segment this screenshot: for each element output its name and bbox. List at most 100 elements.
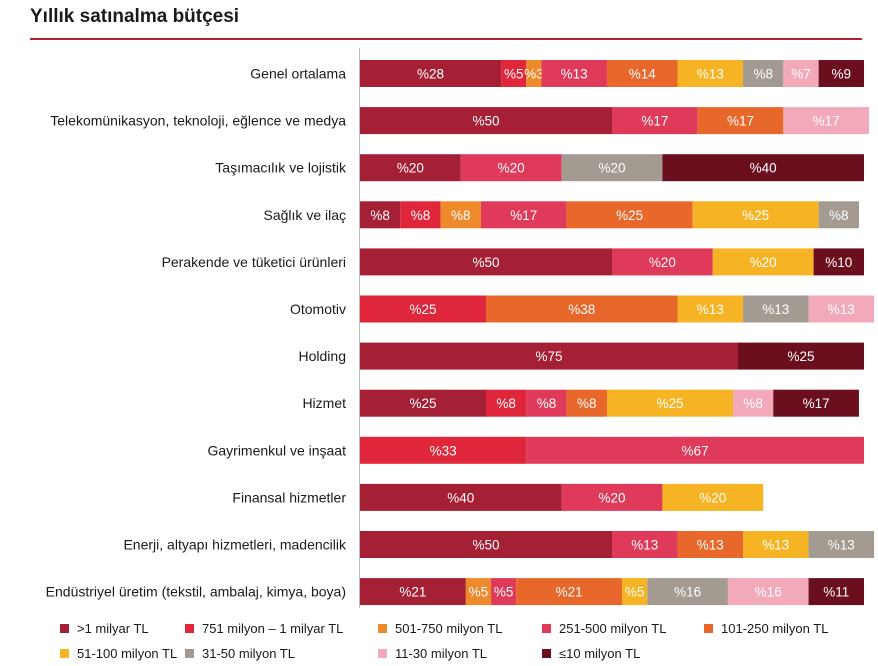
category-label: Perakende ve tüketici ürünleri	[162, 254, 346, 270]
legend-item: 11-30 milyon TL	[378, 646, 487, 661]
data-label: %17	[727, 114, 754, 129]
category-label: Taşımacılık ve lojistik	[215, 160, 347, 176]
chart-title: Yıllık satınalma bütçesi	[30, 6, 240, 27]
data-label: %21	[556, 585, 583, 600]
legend-item: >1 milyar TL	[60, 621, 149, 636]
bar-segment	[612, 248, 713, 276]
category-label: Endüstriyel üretim (tekstil, ambalaj, ki…	[46, 584, 346, 600]
bar-segment	[566, 389, 607, 417]
bar-segment	[727, 578, 809, 606]
bar-segment	[486, 389, 527, 417]
category-label: Enerji, altyapı hizmetleri, madencilik	[123, 537, 347, 553]
data-label: %28	[417, 67, 444, 82]
data-label: %25	[787, 349, 814, 364]
legend-label: 51-100 milyon TL	[77, 646, 177, 661]
legend-label: 751 milyon – 1 milyar TL	[202, 621, 343, 636]
title-rule	[30, 38, 862, 40]
legend-label: 251-500 milyon TL	[559, 621, 666, 636]
data-label: %13	[697, 67, 724, 82]
legend-item: 51-100 milyon TL	[60, 646, 177, 661]
bar-row: Gayrimenkul ve inşaat %33 %67	[207, 436, 864, 464]
bar-row: Telekomünikasyon, teknoloji, eğlence ve …	[50, 107, 870, 135]
data-label: %20	[498, 161, 525, 176]
category-label: Finansal hizmetler	[232, 489, 346, 505]
bar-segment	[662, 154, 864, 182]
bar-row: Hizmet %25 %8 %8 %8 %25 %8 %17	[302, 389, 859, 417]
legend-item: 501-750 milyon TL	[378, 621, 502, 636]
legend-swatch	[542, 649, 551, 658]
data-label: %13	[631, 538, 658, 553]
data-label: %9	[832, 67, 852, 82]
data-label: %8	[829, 208, 849, 223]
data-label: %17	[510, 208, 537, 223]
bar-segment	[360, 201, 401, 229]
bar-segment	[743, 60, 784, 87]
bar-row: Sağlık ve ilaç %8 %8 %8 %17 %25 %25 %8	[264, 201, 859, 229]
category-label: Telekomünikasyon, teknoloji, eğlence ve …	[50, 113, 346, 129]
bar-row: Holding %75 %25	[299, 342, 864, 370]
legend-swatch	[704, 624, 713, 633]
bar-segment	[360, 154, 461, 182]
bar-segment	[606, 389, 733, 417]
bar-segment	[486, 295, 678, 323]
bar-segment	[677, 60, 744, 87]
bar-segment	[743, 295, 809, 323]
bar-segment	[465, 578, 492, 606]
category-label: Hizmet	[302, 395, 346, 411]
data-label: %13	[828, 302, 855, 317]
data-label: %20	[699, 490, 726, 505]
data-label: %13	[697, 302, 724, 317]
bar-segment	[360, 107, 612, 135]
category-label: Holding	[299, 348, 346, 364]
bar-row: Endüstriyel üretim (tekstil, ambalaj, ki…	[46, 578, 864, 606]
data-label: %75	[535, 349, 562, 364]
data-label: %13	[762, 538, 789, 553]
data-label: %33	[430, 443, 457, 458]
data-label: %3	[524, 67, 544, 82]
bar-row: Finansal hizmetler %40 %20 %20	[232, 483, 764, 511]
data-label: %8	[743, 396, 763, 411]
data-label: %20	[750, 255, 777, 270]
bar-segment	[773, 389, 859, 417]
data-label: %5	[469, 585, 489, 600]
data-label: %21	[399, 585, 426, 600]
data-label: %40	[750, 161, 777, 176]
legend-swatch	[185, 649, 194, 658]
data-label: %50	[472, 538, 499, 553]
data-label: %10	[825, 255, 852, 270]
data-label: %25	[616, 208, 643, 223]
data-label: %16	[674, 585, 701, 600]
data-label: %17	[803, 396, 830, 411]
bar-segment	[783, 107, 870, 135]
bar-segment	[440, 201, 481, 229]
data-label: %5	[494, 585, 514, 600]
bar-segment	[808, 295, 875, 323]
bar-segment	[561, 483, 663, 511]
bar-segment	[360, 436, 527, 464]
bar-segment	[732, 389, 774, 417]
bar-segment	[783, 60, 819, 87]
bar-segment	[738, 342, 864, 370]
legend-swatch	[378, 624, 387, 633]
data-label: %8	[537, 396, 557, 411]
data-label: %13	[561, 67, 588, 82]
bar-segment	[712, 248, 814, 276]
bar-segment	[677, 295, 744, 323]
category-label: Sağlık ve ilaç	[264, 207, 346, 223]
bar-segment	[360, 531, 612, 558]
legend-item: 31-50 milyon TL	[185, 646, 295, 661]
bar-segment	[647, 578, 728, 606]
data-label: %5	[625, 585, 645, 600]
bar-segment	[360, 578, 466, 606]
bar-row: Taşımacılık ve lojistik %20 %20 %20 %40	[215, 154, 864, 182]
data-label: %50	[472, 255, 499, 270]
data-label: %13	[697, 538, 724, 553]
bar-segment	[491, 578, 517, 606]
bar-segment	[526, 60, 542, 87]
legend-item: 251-500 milyon TL	[542, 621, 666, 636]
bar-segment	[612, 531, 678, 558]
data-label: %20	[649, 255, 676, 270]
bar-segment	[526, 436, 864, 464]
bar-segment	[360, 295, 486, 323]
